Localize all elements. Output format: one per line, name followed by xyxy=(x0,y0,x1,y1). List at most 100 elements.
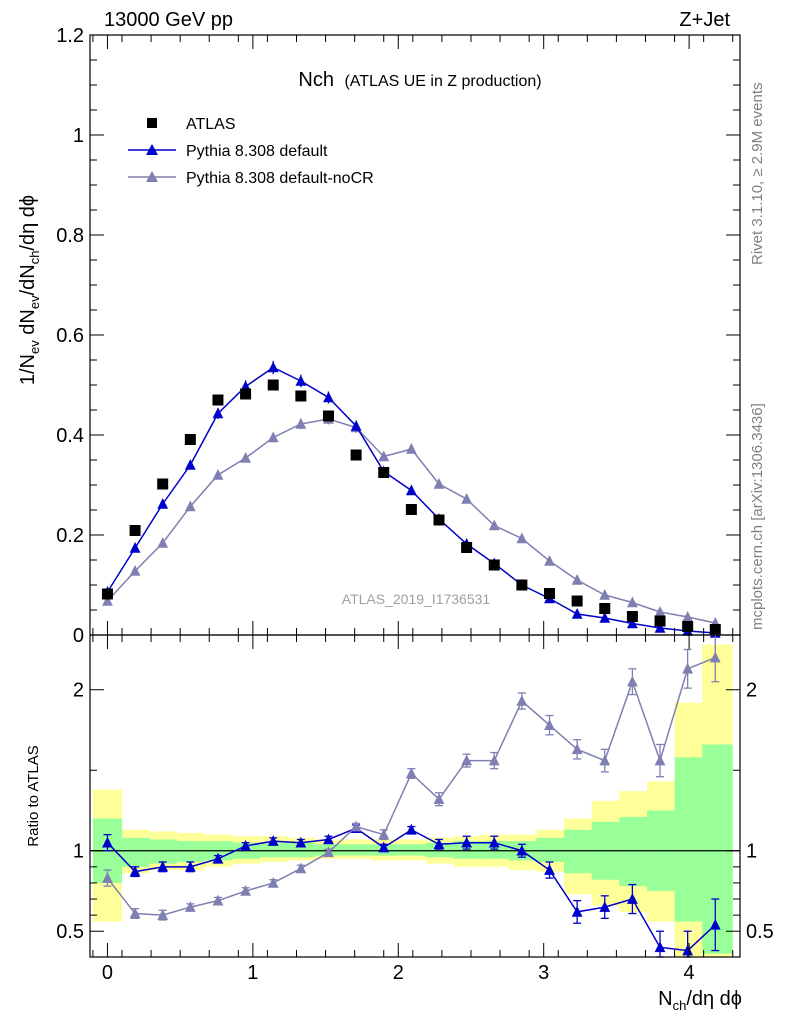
main-point-default xyxy=(350,420,362,431)
main-point-atlas xyxy=(516,579,528,591)
main-point-atlas xyxy=(378,467,390,478)
main-point-atlas xyxy=(212,394,224,406)
ratio-point-default xyxy=(184,860,196,872)
main-y-tick-label: 0.4 xyxy=(56,425,84,447)
ratio-point-default xyxy=(709,918,721,930)
main-point-atlas xyxy=(654,615,666,627)
main-point-default xyxy=(129,542,141,553)
main-point-atlas xyxy=(626,611,638,622)
header-process-label: Z+Jet xyxy=(679,9,730,31)
main-point-default xyxy=(295,375,307,386)
header-energy-label: 13000 GeV pp xyxy=(104,9,233,31)
legend-marker-nocr xyxy=(146,171,158,182)
ratio-point-nocr xyxy=(626,675,638,687)
ratio-band-inner xyxy=(536,837,565,863)
main-point-nocr xyxy=(626,596,638,608)
ratio-point-nocr xyxy=(212,894,224,906)
main-point-nocr xyxy=(433,478,445,489)
legend: ATLAS Pythia 8.308 default Pythia 8.308 … xyxy=(128,116,374,187)
ratio-point-nocr xyxy=(184,901,196,912)
main-point-atlas xyxy=(322,410,334,422)
ratio-y-tick-label-right: 1 xyxy=(746,841,757,863)
ratio-point-default xyxy=(571,905,583,917)
legend-marker-default xyxy=(146,144,158,155)
main-point-nocr xyxy=(240,452,251,463)
ratio-point-nocr xyxy=(102,872,113,883)
ratio-point-default xyxy=(102,836,113,848)
ratio-band-inner xyxy=(287,842,316,858)
ratio-point-default xyxy=(682,944,694,956)
main-point-atlas xyxy=(129,525,141,536)
main-y-tick-label: 1.2 xyxy=(56,25,84,47)
ratio-point-default xyxy=(516,844,528,856)
ratio-frame xyxy=(89,634,741,958)
main-point-atlas xyxy=(433,514,445,526)
main-point-nocr xyxy=(212,469,224,480)
main-point-default xyxy=(184,459,196,470)
ratio-point-nocr xyxy=(267,876,279,888)
main-title-sub: (ATLAS UE in Z production) xyxy=(344,73,541,90)
ratio-point-default xyxy=(240,839,251,851)
ratio-point-nocr xyxy=(571,743,583,755)
ratio-point-default xyxy=(626,893,638,904)
x-tick-label: 1 xyxy=(247,962,258,984)
ratio-point-nocr xyxy=(599,754,611,766)
main-y-tick-label: 1 xyxy=(73,125,84,147)
main-point-nocr xyxy=(654,606,666,617)
ratio-band-inner xyxy=(619,816,647,887)
main-y-tick-label: 0.6 xyxy=(56,325,84,347)
main-point-atlas xyxy=(267,379,279,391)
ratio-point-default xyxy=(295,836,307,848)
ratio-band-inner xyxy=(177,841,205,863)
ratio-y-tick-label-right: 2 xyxy=(746,680,757,702)
ratio-band-inner xyxy=(453,841,482,859)
legend-label-default: Pythia 8.308 default xyxy=(186,143,328,160)
ratio-band-inner xyxy=(425,842,454,858)
main-y-tick-label: 0 xyxy=(73,625,84,647)
ratio-point-nocr xyxy=(461,754,473,766)
main-point-atlas xyxy=(405,504,417,515)
legend-label-nocr: Pythia 8.308 default-noCR xyxy=(186,170,374,187)
main-point-nocr xyxy=(184,500,196,512)
main-point-default xyxy=(323,391,334,403)
ratio-point-nocr xyxy=(682,662,694,674)
main-point-atlas xyxy=(350,449,362,461)
main-point-nocr xyxy=(129,565,141,576)
main-point-atlas xyxy=(184,434,196,445)
legend-marker-atlas xyxy=(147,118,157,128)
main-point-atlas xyxy=(599,603,611,614)
legend-label-atlas: ATLAS xyxy=(186,116,236,133)
main-point-nocr xyxy=(157,537,169,548)
ratio-point-default xyxy=(654,941,666,953)
ratio-point-nocr xyxy=(240,884,251,896)
ratio-point-nocr xyxy=(488,754,500,766)
main-y-axis-title: 1/Nev dNev/dNch/dη dϕ xyxy=(17,195,42,385)
main-point-atlas xyxy=(240,388,252,400)
x-axis-title: Nch/dη dϕ xyxy=(658,988,742,1013)
main-point-nocr xyxy=(405,443,417,454)
ratio-point-default xyxy=(461,836,473,848)
ratio-point-nocr xyxy=(654,754,666,766)
ratio-band-inner xyxy=(702,744,733,954)
main-point-nocr xyxy=(599,589,611,600)
ratio-point-default xyxy=(488,836,500,848)
main-title-main: Nch xyxy=(298,69,334,91)
x-tick-label: 3 xyxy=(538,962,549,984)
ratio-band-inner xyxy=(343,844,371,856)
ratio-point-default xyxy=(323,833,334,845)
main-point-atlas xyxy=(544,588,556,599)
ratio-y-axis-title: Ratio to ATLAS xyxy=(25,745,42,846)
ratio-band-inner xyxy=(149,839,178,864)
ratio-point-default xyxy=(378,841,390,853)
main-point-default xyxy=(157,498,169,509)
main-point-default xyxy=(405,484,417,496)
ratio-point-default xyxy=(267,835,279,846)
ratio-point-nocr xyxy=(323,846,334,858)
main-point-default xyxy=(267,361,279,373)
main-point-default xyxy=(654,622,666,633)
main-point-nocr xyxy=(378,450,390,462)
ratio-point-nocr xyxy=(129,907,141,919)
main-point-nocr xyxy=(516,532,528,544)
ratio-y-tick-label: 0.5 xyxy=(56,921,84,943)
